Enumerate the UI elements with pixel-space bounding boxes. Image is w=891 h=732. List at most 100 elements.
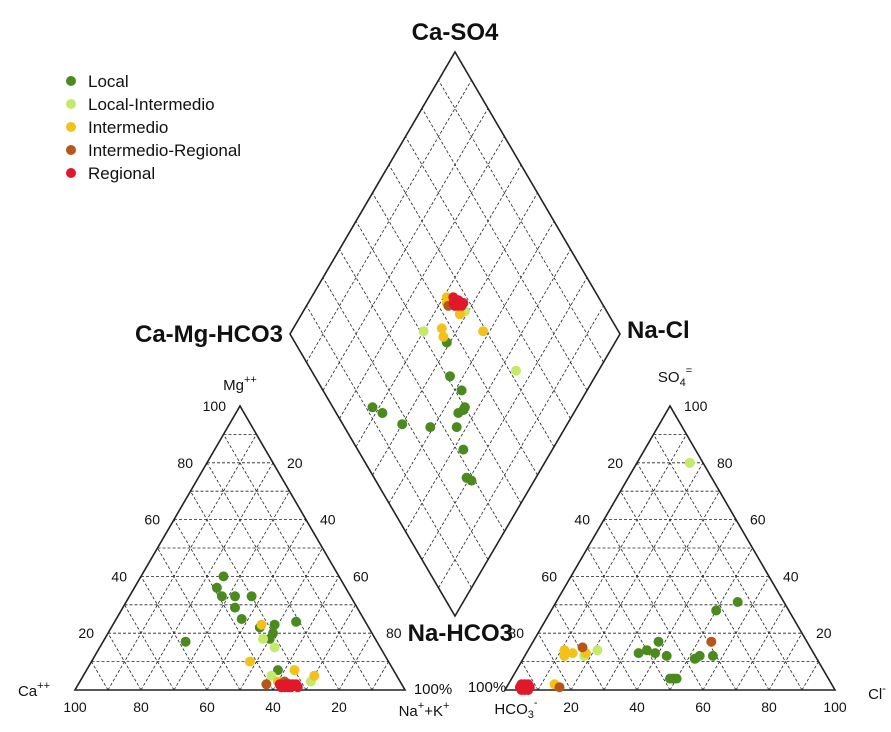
cation-point-intermedio [256, 619, 267, 630]
diamond-point-local [458, 444, 469, 455]
anion-point-local [711, 605, 722, 616]
anion-triangle-grid-line [801, 661, 819, 691]
facies-label-right: Na-Cl [627, 317, 690, 344]
cation-right-pct-label: 100% [414, 681, 452, 698]
cation-point-local [272, 665, 283, 676]
anion-triangle-grid-line [603, 490, 720, 691]
diamond-point-local [458, 405, 469, 416]
cation-triangle-grid-line [206, 462, 340, 691]
anion-bottom-tick-label: 100 [823, 699, 847, 715]
anion-point-local [707, 650, 718, 661]
anion-triangle-outline [503, 404, 837, 691]
anion-bottom-tick-label: 60 [695, 699, 711, 715]
cation-point-regional [281, 679, 292, 690]
legend-marker-local [66, 76, 76, 86]
anion-triangle-grid-line [735, 604, 786, 691]
diamond-point-intermedio [438, 331, 449, 342]
legend-label-local-intermedio: Local-Intermedio [88, 95, 215, 114]
cation-right-tick-label: 60 [353, 568, 369, 584]
cation-point-local [216, 591, 227, 602]
cation-point-local [180, 636, 191, 647]
diamond-grid-line [388, 220, 555, 504]
cation-right-tick-label: 20 [287, 455, 303, 471]
cation-right-tick-label: 80 [386, 625, 402, 641]
diamond-point-local-intermedio [511, 365, 521, 376]
anion-right-tick-label: 20 [816, 625, 832, 641]
diamond-grid-line [339, 249, 505, 532]
cation-point-local [246, 591, 257, 602]
diamond-grid-line [372, 192, 538, 476]
anion-point-local [650, 648, 661, 659]
diamond-point-intermedio [436, 323, 447, 334]
diamond-point-intermedio [454, 309, 465, 320]
diamond-grid-line [322, 108, 489, 391]
legend-marker-intermedio [66, 122, 76, 132]
legend-marker-regional [66, 168, 76, 178]
cation-triangle-grid-line [371, 661, 389, 691]
diamond-point-regional [450, 300, 460, 311]
cation-left-tick-label: 80 [177, 455, 193, 471]
diamond-point-local-intermedio [418, 326, 429, 337]
diamond-point-local [367, 402, 378, 413]
anion-triangle-grid-line [603, 519, 704, 691]
anion-left-apex-label: HCO3- [494, 697, 537, 721]
anion-right-apex-label: Cl- [868, 683, 886, 703]
anion-point-local-intermedio [684, 457, 695, 468]
legend-label-intermedio: Intermedio [88, 118, 168, 137]
diamond-point-regional [448, 292, 459, 303]
cation-triangle-grid-line [173, 519, 274, 691]
anion-right-tick-label: 100 [684, 398, 708, 414]
cation-bottom-tick-label: 60 [199, 699, 215, 715]
diamond-point-local [377, 408, 388, 418]
cation-triangle-grid-line [239, 547, 323, 691]
anion-left-tick-label: 40 [574, 512, 590, 528]
diamond-grid-line [306, 305, 472, 589]
diamond-grid-line [388, 164, 555, 448]
anion-left-tick-label: 60 [541, 568, 557, 584]
anion-bottom-tick-label: 80 [761, 699, 777, 715]
legend-marker-intermedio-regional [66, 145, 76, 155]
anion-right-tick-label: 60 [750, 512, 766, 528]
diamond-grid-line [421, 108, 588, 391]
diamond-grid-line [339, 136, 505, 419]
anion-point-local [732, 597, 743, 607]
anion-point-intermedio-regional [577, 642, 588, 653]
cation-triangle-grid-line [107, 434, 257, 691]
cation-top-apex-label: Mg++ [223, 374, 257, 394]
diamond-point-intermedio [478, 326, 489, 337]
diamond-outline [289, 50, 621, 618]
facies-label-left: Ca-Mg-HCO3 [135, 321, 283, 348]
legend: Local Local-Intermedio Intermedio Intermedi… [66, 72, 241, 183]
legend-label-regional: Regional [88, 164, 155, 183]
cation-left-apex-label: Ca++ [18, 680, 50, 700]
grid-layer [91, 79, 819, 691]
legend-label-local: Local [88, 72, 129, 91]
diamond-point-local [445, 371, 455, 382]
diamond-point-local [397, 419, 408, 430]
anion-point-local [694, 650, 705, 661]
anion-point-intermedio-regional [706, 636, 717, 647]
diamond-point-local [456, 385, 467, 396]
cation-right-apex-label: Na++K+ [399, 700, 450, 720]
anion-point-intermedio [559, 645, 570, 656]
anion-triangle-grid-line [537, 434, 687, 691]
facies-label-top: Ca-SO4 [412, 19, 499, 46]
anion-triangle-grid-line [587, 547, 671, 691]
anion-triangle-grid-line [636, 462, 770, 691]
cation-left-tick-label: 60 [144, 512, 160, 528]
anion-top-apex-label: SO4= [658, 365, 692, 389]
cation-point-intermedio-regional [261, 679, 272, 690]
anion-left-pct-label: 100% [468, 679, 506, 696]
cation-bottom-tick-label: 80 [133, 699, 149, 715]
anion-bottom-tick-label: 40 [629, 699, 645, 715]
diamond-grid-line [421, 277, 588, 560]
diamond-grid-line [355, 164, 522, 448]
cation-triangle-grid-line [223, 434, 373, 691]
anion-left-tick-label: 80 [508, 625, 524, 641]
legend-marker-local-intermedio [66, 99, 76, 109]
cation-point-local-intermedio [266, 670, 277, 681]
cation-triangle-grid-line [140, 576, 208, 691]
anion-triangle-grid-line [554, 604, 605, 691]
cation-point-local [269, 619, 280, 630]
